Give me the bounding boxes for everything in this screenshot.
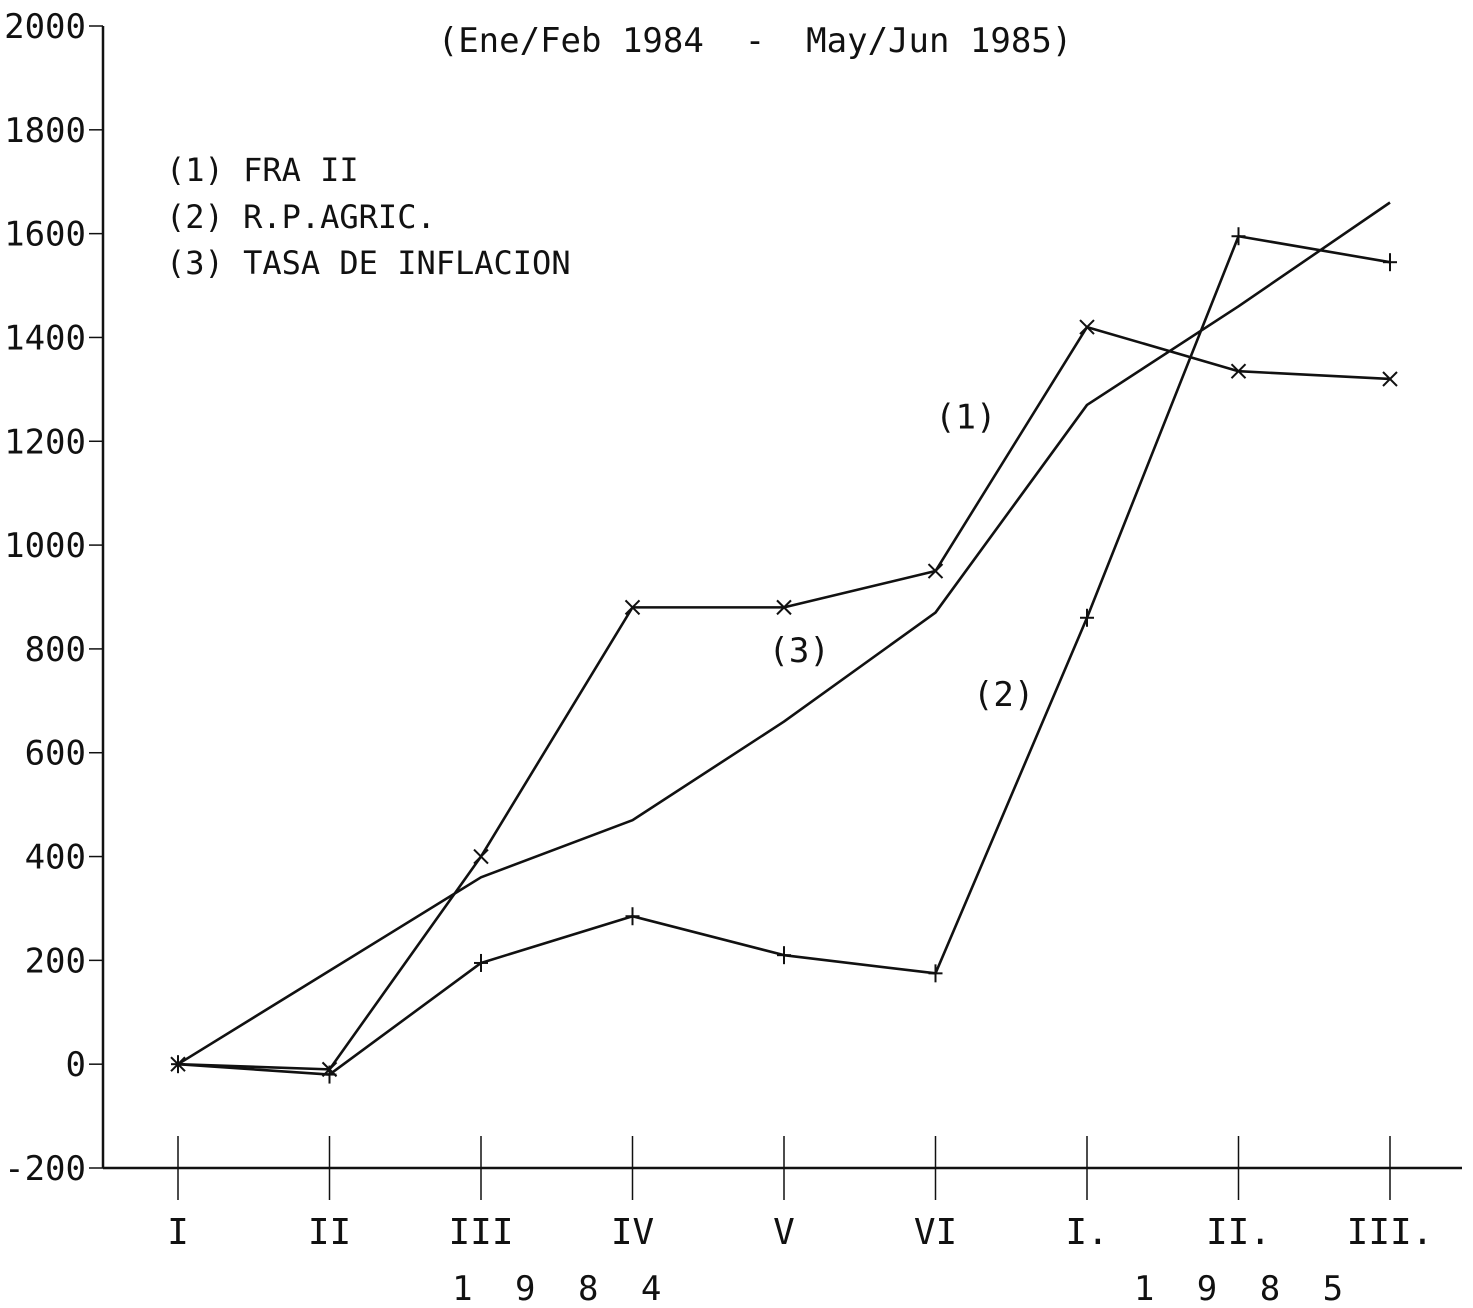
data-point [777,946,791,965]
y-tick-label: 1800 [4,111,86,151]
year-labels: 1 9 8 4 1 9 8 5 [452,1269,1343,1308]
y-tick-label: 400 [25,838,86,878]
y-tick-label: 2000 [4,7,86,47]
series-label-3: (3) [768,631,829,671]
series-line-3 [177,201,1391,1066]
year-label: 1 9 8 5 [1134,1269,1343,1308]
y-tick-label: 1000 [4,526,86,566]
x-tick-label: VI [914,1212,957,1253]
y-tick-label: 600 [25,734,86,774]
x-tick-label: I [167,1212,189,1253]
plot-area [170,201,1398,1084]
data-point [1383,253,1397,272]
legend-entry-2: (2) R.P.AGRIC. [166,198,436,236]
chart-title: (Ene/Feb 1984 - May/Jun 1985) [438,21,1073,61]
series-label-2: (2) [973,675,1034,715]
data-point [473,848,489,865]
x-tick-label: II. [1206,1212,1271,1253]
y-tick-label: 1400 [4,318,86,358]
y-tick-label: 1600 [4,215,86,255]
data-point [1080,608,1094,627]
data-point [1079,319,1095,335]
x-tick-label: II [308,1212,351,1253]
data-point [474,953,488,972]
legend: (1) FRA II (2) R.P.AGRIC. (3) TASA DE IN… [166,151,571,282]
year-label: 1 9 8 4 [452,1269,661,1308]
x-tick-label: IV [611,1212,654,1253]
data-point [322,1065,337,1084]
y-tick-label: 1200 [4,422,86,462]
data-point [624,599,641,616]
y-axis-ticks: 2000180016001400120010008006004002000-20… [4,7,103,1189]
data-point [928,964,943,983]
data-point [625,907,640,926]
x-tick-label: III. [1347,1212,1434,1253]
data-point [1230,363,1247,379]
data-point [776,599,792,616]
y-tick-label: -200 [4,1149,86,1189]
data-point [1382,371,1398,387]
legend-entry-1: (1) FRA II [166,151,359,189]
y-tick-label: 800 [25,630,86,670]
series-annotations: (1) (2) (3) [768,397,1034,715]
legend-entry-3: (3) TASA DE INFLACION [166,244,571,282]
x-tick-label: V [773,1212,795,1253]
y-tick-label: 0 [66,1045,86,1085]
y-tick-label: 200 [25,941,86,981]
x-axis-ticks: I II III IV V VI I. II. III. [167,1136,1433,1253]
x-tick-label: III [448,1212,513,1253]
series-label-1: (1) [935,397,996,437]
x-tick-label: I. [1065,1212,1108,1253]
data-point [927,563,944,579]
data-point [1231,227,1246,246]
